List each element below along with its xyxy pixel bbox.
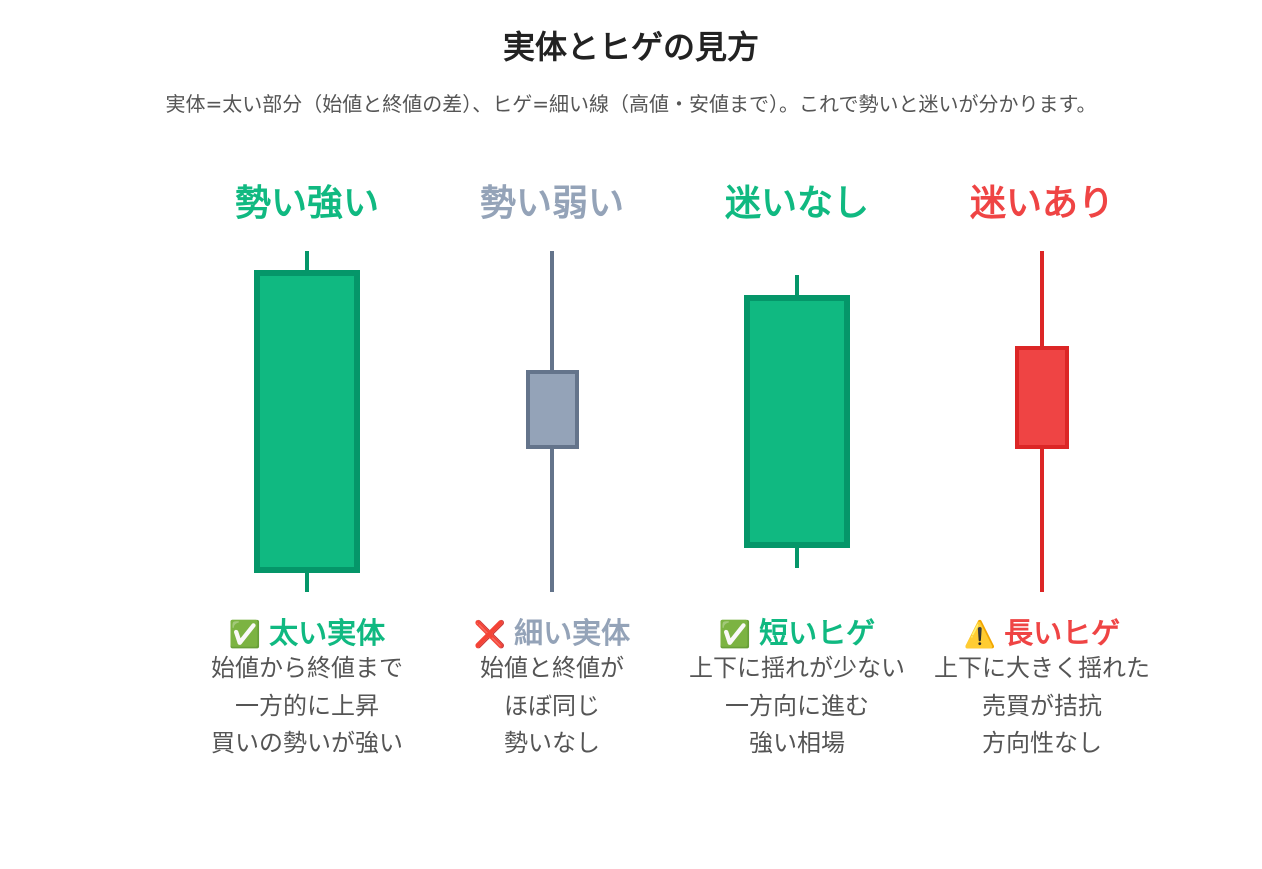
label-text: 短いヒゲ <box>759 616 876 650</box>
candle-hesitation <box>1015 251 1069 592</box>
check-mark-icon: ✅ <box>228 620 262 650</box>
candle-body <box>526 370 579 449</box>
description-line: 始値から終値まで <box>211 654 403 682</box>
candle-weak-momentum <box>526 251 579 592</box>
description-line: 勢いなし <box>504 729 600 757</box>
cross-mark-icon: ❌ <box>473 620 507 650</box>
column-heading: 勢い弱い <box>479 183 624 224</box>
column-label: ✅ 短いヒゲ <box>667 610 927 652</box>
description-line: 一方的に上昇 <box>235 691 379 720</box>
candle-body <box>1015 346 1069 449</box>
column-heading: 迷いあり <box>969 183 1114 224</box>
column-description: 上下に揺れが少ない 一方向に進む 強い相場 <box>667 650 927 763</box>
column-description: 始値と終値が ほぼ同じ勢いなし <box>422 650 682 763</box>
subtitle: 実体=太い部分（始値と終値の差）、ヒゲ=細い線（高値・安値まで）。これで勢いと迷… <box>165 92 1097 116</box>
candle-body <box>744 295 850 548</box>
page-title: 実体とヒゲの見方 <box>502 28 759 66</box>
label-text: 細い実体 <box>514 616 631 650</box>
column-description: 始値から終値まで 一方的に上昇 買いの勢いが強い <box>177 650 437 763</box>
description-line: 始値と終値が <box>480 654 624 682</box>
description-line: 強い相場 <box>749 729 845 757</box>
column-description: 上下に大きく揺れた 売買が拮抗方向性なし <box>912 650 1172 763</box>
column-label: ❌ 細い実体 <box>422 610 682 652</box>
candle-no-hesitation <box>744 275 850 568</box>
description-line: 売買が拮抗 <box>982 691 1102 720</box>
warning-icon: ⚠️ <box>963 620 997 650</box>
column-label: ⚠️ 長いヒゲ <box>912 610 1172 652</box>
candle-strong-momentum <box>254 251 360 592</box>
check-mark-icon: ✅ <box>718 620 752 650</box>
description-line: 上下に大きく揺れた <box>934 654 1150 682</box>
label-text: 太い実体 <box>269 616 386 650</box>
description-line: 上下に揺れが少ない <box>689 654 905 682</box>
description-line: 方向性なし <box>982 729 1102 757</box>
description-line: ほぼ同じ <box>504 691 600 720</box>
description-line: 買いの勢いが強い <box>211 729 403 757</box>
description-line: 一方向に進む <box>725 691 869 720</box>
column-heading: 勢い強い <box>234 183 379 224</box>
label-text: 長いヒゲ <box>1004 616 1121 650</box>
column-label: ✅ 太い実体 <box>177 610 437 652</box>
column-heading: 迷いなし <box>724 183 869 224</box>
candle-body <box>254 270 360 573</box>
